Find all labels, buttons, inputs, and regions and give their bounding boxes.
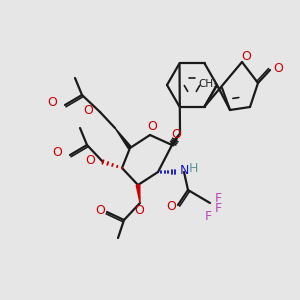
Text: F: F <box>204 211 211 224</box>
Polygon shape <box>115 128 131 149</box>
Polygon shape <box>136 185 140 203</box>
Text: H: H <box>189 163 198 176</box>
Text: O: O <box>134 205 144 218</box>
Text: O: O <box>273 62 283 76</box>
Text: O: O <box>47 97 57 110</box>
Text: CH₃: CH₃ <box>199 79 218 89</box>
Text: O: O <box>171 128 181 140</box>
Text: O: O <box>166 200 176 212</box>
Text: N: N <box>180 164 189 178</box>
Text: O: O <box>95 203 105 217</box>
Text: F: F <box>215 202 222 215</box>
Text: O: O <box>147 121 157 134</box>
Polygon shape <box>170 133 180 146</box>
Text: F: F <box>215 193 222 206</box>
Text: O: O <box>85 154 95 167</box>
Text: O: O <box>52 146 62 160</box>
Text: O: O <box>241 50 251 64</box>
Text: O: O <box>83 103 93 116</box>
